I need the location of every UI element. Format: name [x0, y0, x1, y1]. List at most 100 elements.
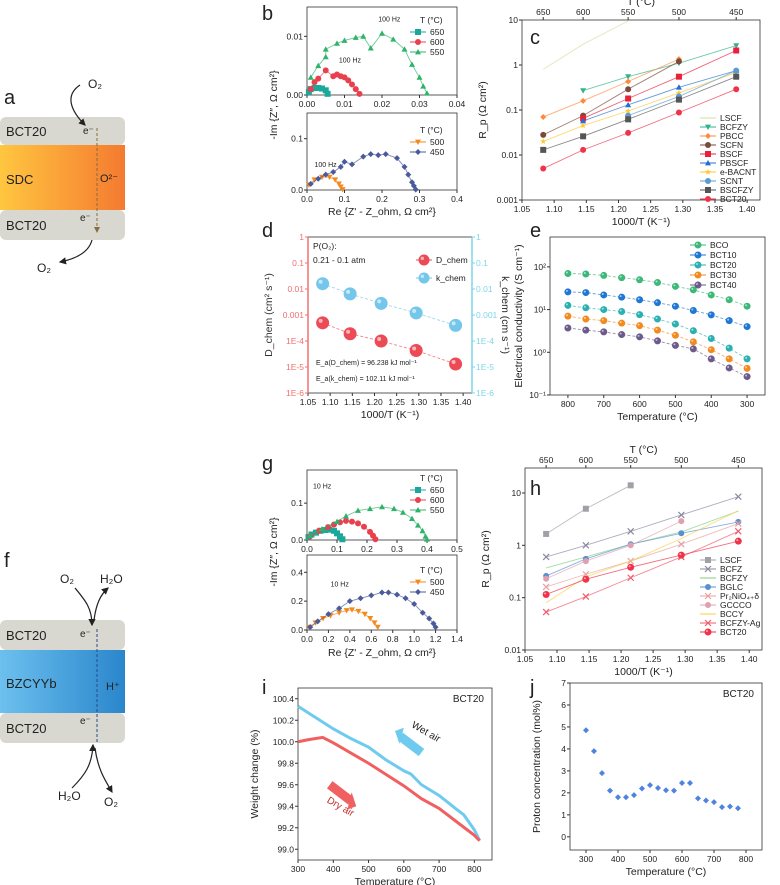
data-point	[679, 779, 685, 786]
data-point-highlight	[377, 337, 382, 341]
series-line	[310, 32, 428, 94]
electron-label: e⁻	[80, 629, 91, 640]
y-tick-label: 7	[561, 678, 566, 688]
data-point-highlight	[619, 321, 622, 324]
gas-label: O₂	[37, 261, 51, 275]
data-point	[343, 287, 357, 301]
data-point	[705, 196, 711, 202]
legend-title: T (°C)	[420, 125, 443, 135]
legend-label: PBSCF	[720, 158, 748, 168]
legend-label: PBCC	[720, 131, 744, 141]
data-point	[322, 67, 329, 74]
series-500: 500	[305, 137, 444, 193]
x-tick-label: 0.02	[374, 99, 391, 109]
annotation: P(O₂):	[313, 241, 337, 251]
legend-label: D_chem	[436, 255, 468, 265]
legend-label: 550	[430, 505, 444, 515]
data-point	[707, 291, 715, 299]
data-point	[625, 74, 632, 80]
data-point	[677, 540, 685, 548]
legend-label: BGLC	[720, 582, 743, 592]
data-point	[727, 803, 733, 810]
data-point	[704, 592, 712, 600]
data-point	[418, 272, 430, 284]
y-tick-label: 0.001	[497, 195, 519, 205]
data-point	[743, 355, 751, 363]
x-tick-label: 0.8	[387, 634, 399, 644]
data-point	[390, 36, 397, 42]
data-point	[695, 795, 701, 802]
data-point	[687, 779, 693, 786]
carrier-label: O²⁻	[100, 173, 118, 185]
data-point	[627, 542, 634, 549]
x-tick-label: 0.03	[411, 99, 428, 109]
right-y-tick-label: 1	[476, 232, 481, 242]
data-point	[694, 251, 702, 259]
data-point-highlight	[601, 292, 604, 295]
data-point-highlight	[691, 328, 694, 331]
activation-energy-label: E_a(D_chem) = 96.238 kJ mol⁻¹	[316, 360, 417, 367]
legend-label: 650	[430, 27, 444, 37]
gas-label: H₂O	[100, 572, 123, 586]
data-point	[705, 584, 711, 590]
data-point	[322, 527, 328, 534]
carrier-label: H⁺	[106, 681, 120, 693]
data-point	[336, 605, 343, 612]
data-point	[694, 281, 702, 289]
data-point	[540, 131, 547, 138]
data-point	[580, 133, 587, 140]
bct20-top-layer	[0, 117, 125, 145]
y-tick-label: 0.1	[291, 134, 303, 144]
series-line	[545, 530, 739, 613]
right-y-axis-label: k_chem (cm s⁻¹)	[499, 276, 511, 354]
data-point-highlight	[745, 304, 748, 307]
x-tick-label: 1.05	[514, 204, 531, 214]
series-LSCF: LSCF	[542, 20, 742, 123]
dry-air-arrow-icon	[327, 781, 354, 805]
top-x-tick-label: 450	[731, 455, 745, 465]
x-tick-label: 400	[326, 864, 340, 874]
data-point	[419, 609, 426, 616]
data-point	[368, 592, 375, 599]
legend-label: k_chem	[436, 273, 466, 283]
electron-label: e⁻	[80, 213, 91, 224]
series-BCT20: BCT20	[542, 537, 747, 637]
plot-frame	[306, 469, 458, 541]
layer-label: SDC	[6, 172, 33, 187]
panel-label-c: c	[530, 27, 540, 49]
data-point-highlight	[346, 329, 351, 334]
data-point	[330, 169, 337, 176]
data-point	[580, 97, 587, 104]
data-point-highlight	[420, 256, 425, 261]
data-point	[579, 122, 587, 129]
data-point	[349, 81, 355, 88]
x-tick-label: 0.5	[451, 544, 463, 554]
data-point-highlight	[601, 273, 604, 276]
data-point	[315, 62, 322, 69]
y-tick-label: 0.00	[286, 90, 303, 100]
series-BCCY: BCCY	[545, 510, 744, 619]
x-axis-label: Temperature (°C)	[617, 411, 698, 423]
x-tick-label: 1.35	[707, 204, 724, 214]
data-point	[675, 89, 683, 96]
x-tick-label: 1.0	[408, 634, 420, 644]
legend-label: SCFN	[720, 140, 743, 150]
data-point	[689, 338, 697, 346]
layer-label: BZCYYb	[6, 676, 57, 691]
data-point	[374, 296, 388, 310]
data-point	[394, 155, 400, 162]
data-point	[677, 511, 685, 519]
y-axis-label: Weight change (%)	[249, 729, 261, 818]
data-point	[337, 163, 344, 170]
legend-title: T (°C)	[420, 473, 443, 483]
data-point-highlight	[544, 592, 547, 595]
y-tick-label: 0.0	[291, 625, 303, 635]
data-point	[671, 331, 679, 339]
data-point-highlight	[727, 318, 730, 321]
data-point	[542, 553, 550, 561]
right-y-tick-label: 0.1	[476, 258, 488, 268]
x-axis-label: Temperature (°C)	[626, 866, 707, 878]
x-tick-label: 400	[704, 399, 718, 409]
data-point	[420, 83, 427, 89]
data-point	[671, 282, 679, 290]
